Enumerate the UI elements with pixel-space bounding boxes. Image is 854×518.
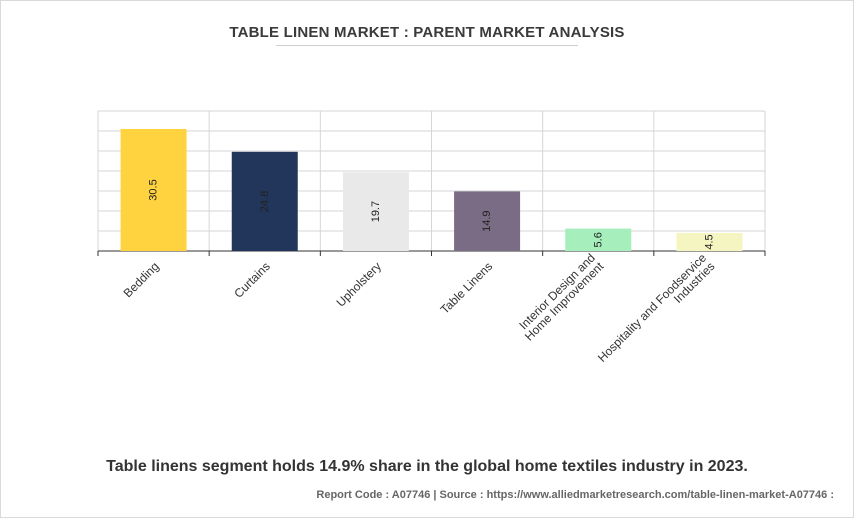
bar-chart: 30.5 Bedding 24.8 Curtains 19.7 Upholstery 14.…: [97, 110, 766, 374]
bar-value-label: 30.5: [148, 179, 160, 200]
x-tick-label-line: Interior Design and: [516, 251, 598, 333]
bar-value-label: 19.7: [370, 201, 382, 222]
x-tick-label-line: Upholstery: [334, 259, 384, 309]
bar: [454, 191, 521, 251]
x-tick-label-line: Table Linens: [438, 259, 496, 317]
x-tick-label-line: Curtains: [231, 259, 272, 300]
bar-value-label: 14.9: [481, 210, 493, 231]
x-tick-label: Upholstery: [334, 259, 384, 309]
bar: [120, 129, 187, 251]
report-source-footer: Report Code : A07746 | Source : https://…: [316, 489, 834, 501]
x-tick-label: Hospitality and FoodserviceIndustries: [595, 251, 718, 374]
chart-caption: Table linens segment holds 14.9% share i…: [106, 458, 748, 475]
bar-value-label: 5.6: [592, 232, 604, 247]
bar: [676, 233, 743, 251]
x-tick-label: Bedding: [121, 259, 162, 300]
x-tick-label: Curtains: [231, 259, 272, 300]
bar: [231, 151, 298, 251]
x-tick-label: Table Linens: [438, 259, 496, 317]
bar: [342, 172, 409, 251]
chart-title: TABLE LINEN MARKET : PARENT MARKET ANALY…: [229, 24, 625, 41]
x-tick-label: Interior Design andHome Improvement: [513, 250, 606, 343]
bar-value-label: 24.8: [259, 191, 271, 212]
bar-value-label: 4.5: [703, 234, 715, 249]
title-underline: [276, 45, 578, 46]
x-tick-label-line: Bedding: [121, 259, 162, 300]
x-tick-label-line: Home Improvement: [522, 259, 607, 344]
bar: [565, 228, 632, 251]
x-tick-label-line: Hospitality and Foodservice: [595, 251, 709, 365]
